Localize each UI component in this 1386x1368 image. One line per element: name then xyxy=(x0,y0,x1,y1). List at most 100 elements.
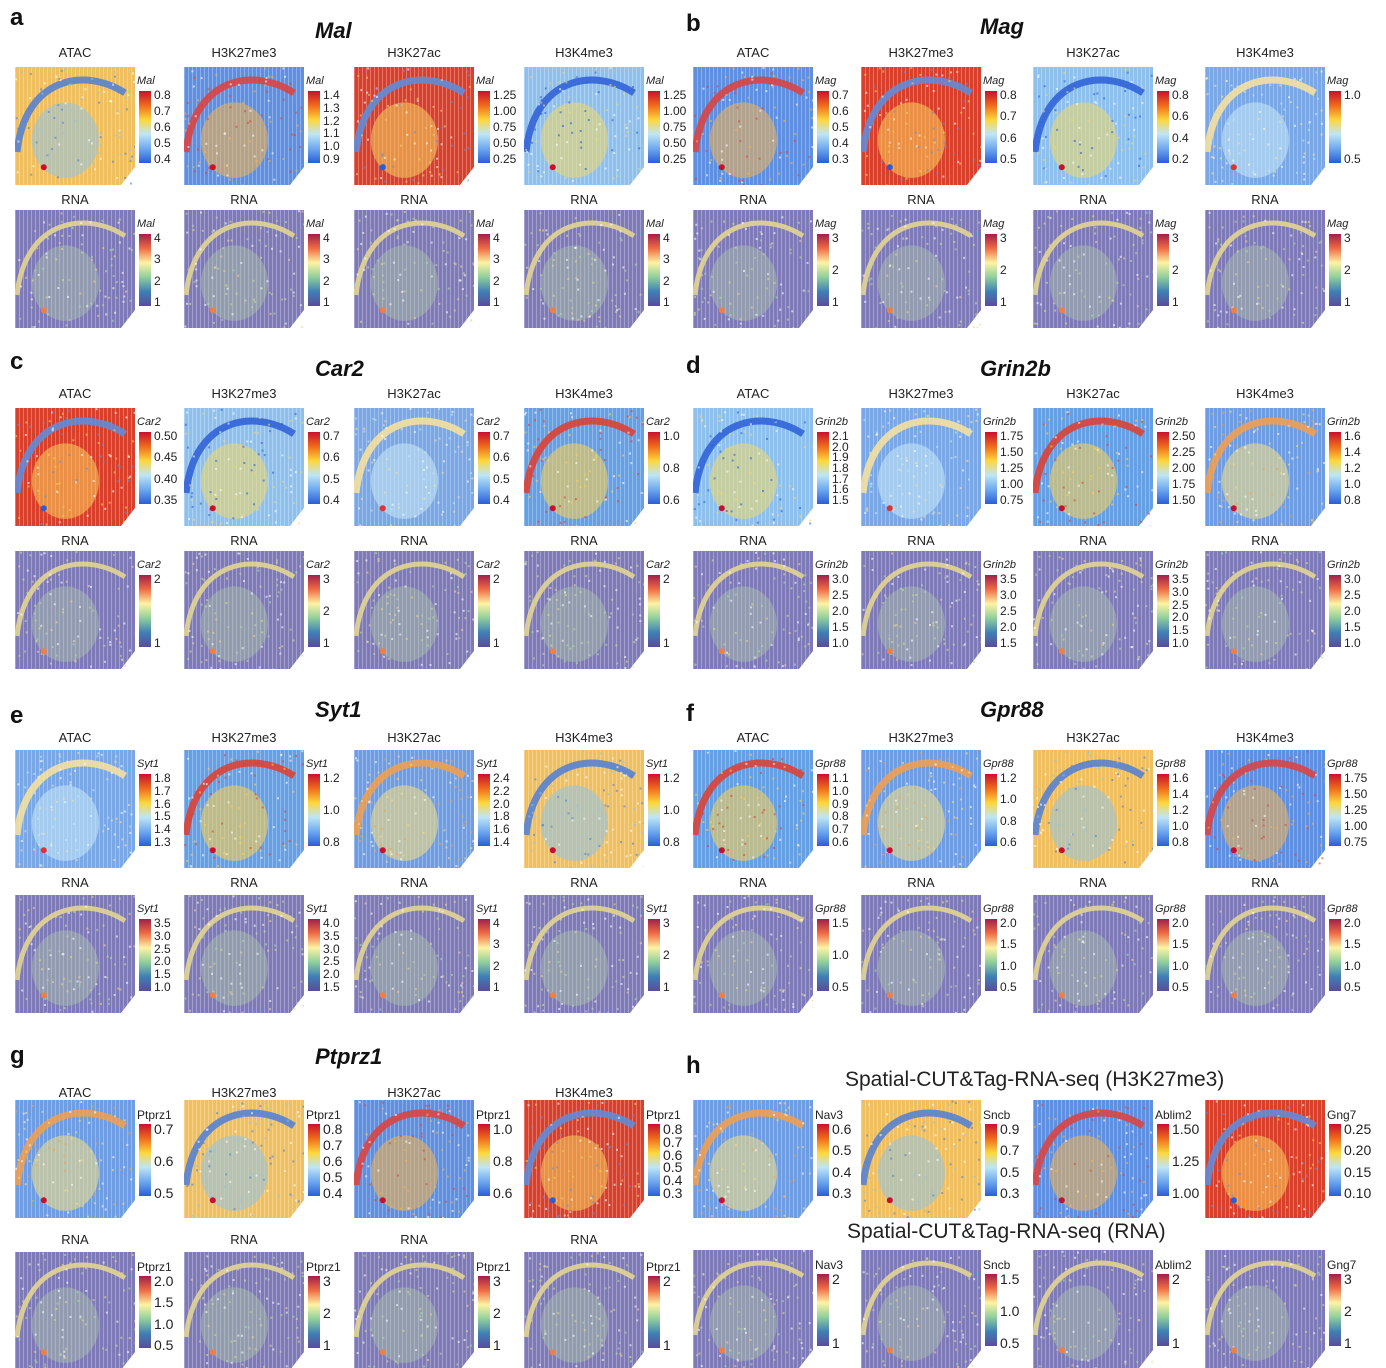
colorbar-title: Ptprz1 xyxy=(306,1108,341,1122)
modality-caption: H3K27ac xyxy=(1066,730,1120,745)
tissue-speckle xyxy=(693,551,813,669)
tissue-speckle xyxy=(528,750,644,868)
tissue-map xyxy=(354,1252,474,1368)
colorbar-tick: 1.5 xyxy=(1000,636,1017,650)
tissue-region xyxy=(370,1287,438,1363)
colorbar-tick: 1.4 xyxy=(1172,787,1189,801)
tissue-region xyxy=(31,785,99,861)
colorbar-tick: 0.8 xyxy=(323,1121,343,1137)
tissue-speckle xyxy=(354,1252,474,1368)
tissue-speckle xyxy=(1034,750,1153,866)
modality-caption: H3K27me3 xyxy=(211,1085,277,1100)
tissue-arc xyxy=(693,220,805,296)
colorbar-title: Sncb xyxy=(983,1108,1011,1122)
modality-caption: RNA xyxy=(230,1232,258,1247)
colorbar-tick: 1.25 xyxy=(1172,1153,1200,1169)
colorbar-title: Grin2b xyxy=(1155,416,1189,428)
spatial-map xyxy=(1033,750,1153,868)
tissue-region xyxy=(540,443,608,519)
tissue-arc xyxy=(861,220,973,296)
tissue-region xyxy=(370,443,438,519)
spatial-map xyxy=(184,67,304,185)
modality-caption: RNA xyxy=(570,1232,598,1247)
tissue-speckle xyxy=(693,411,813,526)
spatial-map xyxy=(184,210,304,328)
tissue-speckle xyxy=(17,751,135,867)
panel-title: Grin2b xyxy=(980,356,1051,381)
colorbar-tick: 0.6 xyxy=(323,450,340,465)
tissue-map xyxy=(693,551,813,669)
colorbar-tick: 1.75 xyxy=(1000,429,1024,443)
colorbar-tick: 2.5 xyxy=(832,588,849,602)
spatial-map xyxy=(861,1250,981,1368)
tissue-map xyxy=(354,210,474,328)
colorbar-tick: 3.5 xyxy=(1172,572,1189,586)
colorbar-tick: 0.75 xyxy=(663,120,687,134)
spatial-map xyxy=(1033,1250,1153,1368)
tissue-map xyxy=(1205,895,1325,1013)
tissue-map xyxy=(693,408,813,526)
spatial-map xyxy=(861,750,981,868)
panel-title-h3k27me3: Spatial-CUT&Tag-RNA-seq (H3K27me3) xyxy=(845,1068,1225,1091)
modality-caption: RNA xyxy=(61,192,89,207)
tissue-map xyxy=(524,210,644,328)
colorbar-title: Ptprz1 xyxy=(646,1260,681,1274)
colorbar-tick: 1 xyxy=(832,1335,840,1351)
colorbar-tick: 2.0 xyxy=(1000,916,1017,930)
colorbar xyxy=(985,774,997,846)
modality-caption: H3K27me3 xyxy=(888,45,954,60)
tissue-speckle xyxy=(861,1256,981,1368)
tissue-arc xyxy=(861,417,973,494)
tissue-background xyxy=(693,551,813,669)
tissue-arc xyxy=(1205,417,1317,494)
colorbar-tick: 1.5 xyxy=(154,809,171,824)
tissue-map xyxy=(524,408,644,526)
tissue-arc xyxy=(524,417,636,494)
tissue-background xyxy=(15,210,135,328)
panel-label: d xyxy=(686,352,701,379)
colorbar-title: Gpr88 xyxy=(1155,903,1186,915)
colorbar-title: Mal xyxy=(646,218,664,230)
modality-caption: RNA xyxy=(570,192,598,207)
colorbar-tick: 0.8 xyxy=(154,88,171,102)
tissue-speckle xyxy=(861,552,981,666)
tissue-map xyxy=(1033,67,1153,185)
tissue-region xyxy=(1049,102,1117,178)
colorbar-tick: 1.2 xyxy=(323,113,340,128)
tissue-region xyxy=(877,102,945,178)
tissue-spot xyxy=(1230,847,1237,854)
colorbar-tick: 1.2 xyxy=(663,771,680,785)
colorbar xyxy=(308,91,320,163)
colorbar-tick: 0.4 xyxy=(1172,130,1189,145)
colorbar-tick: 0.8 xyxy=(323,835,340,849)
tissue-spot xyxy=(379,307,386,314)
colorbar-title: Ptprz1 xyxy=(137,1260,172,1274)
tissue-speckle xyxy=(693,216,812,328)
tissue-spot xyxy=(40,307,47,314)
colorbar-tick: 2 xyxy=(154,273,161,288)
colorbar-tick: 2 xyxy=(1172,1271,1180,1287)
tissue-spot xyxy=(718,1347,725,1354)
colorbar-tick: 3 xyxy=(493,252,500,267)
colorbar xyxy=(1329,234,1341,306)
tissue-arc xyxy=(1033,76,1145,153)
colorbar-tick: 1 xyxy=(1000,295,1007,309)
tissue-background xyxy=(861,210,981,328)
colorbar-title: Syt1 xyxy=(306,758,329,770)
tissue-region xyxy=(370,1135,438,1211)
modality-caption: RNA xyxy=(1251,192,1279,207)
tissue-speckle xyxy=(1206,211,1325,328)
colorbar-title: Ablim2 xyxy=(1155,1108,1192,1122)
colorbar xyxy=(308,234,320,306)
tissue-arc xyxy=(15,1262,127,1338)
colorbar-tick: 0.9 xyxy=(832,796,849,811)
modality-caption: H3K4me3 xyxy=(1236,730,1294,745)
colorbar-tick: 0.7 xyxy=(323,1137,343,1153)
tissue-region xyxy=(370,785,438,861)
colorbar-tick: 0.4 xyxy=(323,493,340,507)
colorbar-tick: 0.7 xyxy=(154,104,171,118)
colorbar-tick: 1.0 xyxy=(154,980,171,994)
colorbar-tick: 0.20 xyxy=(1344,1142,1372,1159)
tissue-spot xyxy=(549,847,556,854)
colorbar-title: Gpr88 xyxy=(1327,903,1358,915)
